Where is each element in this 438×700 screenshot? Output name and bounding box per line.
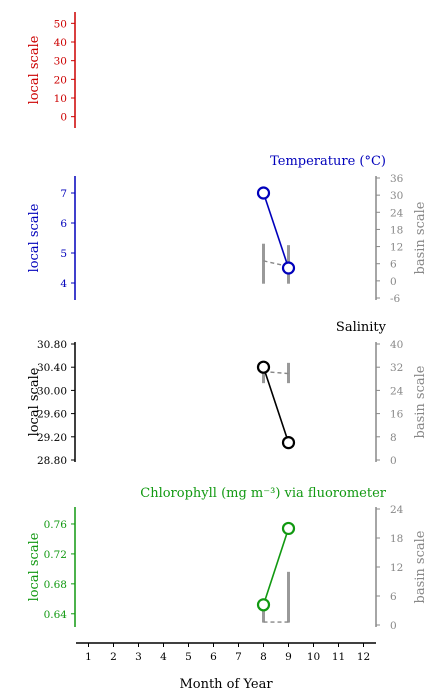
left-tick-label: 28.80 bbox=[37, 455, 67, 467]
left-tick-label: 50 bbox=[54, 18, 67, 30]
x-tick-label: 10 bbox=[307, 651, 320, 663]
right-axis-label: basin scale bbox=[413, 365, 428, 438]
right-tick-label: 18 bbox=[390, 533, 403, 545]
x-tick-label: 4 bbox=[160, 651, 167, 663]
panel-title: Salinity bbox=[336, 320, 387, 335]
x-tick-label: 11 bbox=[332, 651, 345, 663]
data-point bbox=[256, 598, 271, 612]
x-tick-label: 2 bbox=[110, 651, 117, 663]
right-tick-label: 12 bbox=[390, 242, 403, 254]
left-tick-label: 0 bbox=[60, 112, 67, 124]
panel-3: Salinity 28.80 29.20 29.60 30.00 30.40 30.80 lo… bbox=[27, 320, 428, 467]
right-tick-label: 0 bbox=[390, 620, 397, 632]
right-tick-label: 0 bbox=[390, 276, 397, 288]
data-point bbox=[256, 186, 271, 200]
panel-2: Temperature (°C) 4 5 6 7 local scale -6 0 6 12 18 2… bbox=[27, 154, 428, 305]
right-tick-label: 16 bbox=[390, 409, 404, 421]
x-tick-label: 3 bbox=[135, 651, 142, 663]
right-tick-label: 0 bbox=[390, 455, 397, 467]
right-tick-label: 8 bbox=[390, 432, 397, 444]
panel-title: Chlorophyll (mg m⁻³) via fluorometer bbox=[140, 486, 387, 501]
x-axis-label: Month of Year bbox=[179, 677, 273, 692]
left-tick-label: 10 bbox=[54, 93, 67, 105]
left-tick-label: 0.72 bbox=[44, 549, 67, 561]
right-tick-label: 6 bbox=[390, 259, 397, 271]
data-point bbox=[256, 360, 271, 374]
left-tick-label: 30.80 bbox=[37, 339, 67, 351]
right-tick-label: -6 bbox=[390, 293, 401, 305]
left-axis-label: local scale bbox=[27, 532, 42, 601]
left-tick-label: 29.20 bbox=[37, 432, 67, 444]
left-tick-label: 30.40 bbox=[37, 362, 67, 374]
left-tick-label: 6 bbox=[60, 218, 67, 230]
x-tick-label: 7 bbox=[235, 651, 242, 663]
right-tick-label: 6 bbox=[390, 591, 397, 603]
left-tick-label: 0.64 bbox=[44, 609, 68, 621]
data-point bbox=[281, 521, 296, 536]
left-tick-label: 40 bbox=[54, 37, 67, 49]
right-tick-label: 24 bbox=[390, 504, 404, 516]
x-tick-label: 8 bbox=[260, 651, 267, 663]
x-tick-label: 12 bbox=[357, 651, 370, 663]
series-line bbox=[262, 528, 290, 606]
left-tick-label: 5 bbox=[60, 248, 67, 260]
left-axis-label: local scale bbox=[27, 35, 42, 104]
x-tick-label: 6 bbox=[210, 651, 217, 663]
left-tick-label: 0.76 bbox=[44, 519, 68, 531]
x-tick-label: 5 bbox=[185, 651, 192, 663]
panel-title: Temperature (°C) bbox=[270, 154, 386, 169]
right-tick-label: 24 bbox=[390, 385, 404, 397]
left-tick-label: 20 bbox=[54, 74, 67, 86]
x-tick-label: 1 bbox=[85, 651, 92, 663]
left-axis-label: local scale bbox=[27, 367, 42, 436]
right-tick-label: 24 bbox=[390, 207, 404, 219]
data-point bbox=[281, 261, 296, 275]
panel-4: Chlorophyll (mg m⁻³) via fluorometer 0.64… bbox=[27, 486, 428, 632]
left-tick-label: 4 bbox=[60, 278, 67, 290]
x-tick-label: 9 bbox=[285, 651, 292, 663]
right-tick-label: 30 bbox=[390, 190, 403, 202]
left-axis-label: local scale bbox=[27, 203, 42, 272]
right-axis-label: basin scale bbox=[413, 201, 428, 274]
right-tick-label: 36 bbox=[390, 173, 404, 185]
panel-1: 0 10 20 30 40 50 local scale bbox=[27, 12, 76, 128]
right-tick-label: 18 bbox=[390, 224, 403, 236]
right-axis-label: basin scale bbox=[413, 530, 428, 603]
left-tick-label: 0.68 bbox=[44, 579, 67, 591]
right-tick-label: 32 bbox=[390, 362, 403, 374]
series-line bbox=[262, 366, 290, 443]
series-line bbox=[262, 192, 290, 269]
data-point bbox=[281, 436, 296, 450]
right-tick-label: 40 bbox=[390, 339, 403, 351]
left-tick-label: 30 bbox=[54, 56, 67, 68]
left-tick-label: 29.60 bbox=[37, 409, 67, 421]
left-tick-label: 7 bbox=[60, 188, 67, 200]
left-tick-label: 30.00 bbox=[37, 385, 67, 397]
right-tick-label: 12 bbox=[390, 562, 403, 574]
